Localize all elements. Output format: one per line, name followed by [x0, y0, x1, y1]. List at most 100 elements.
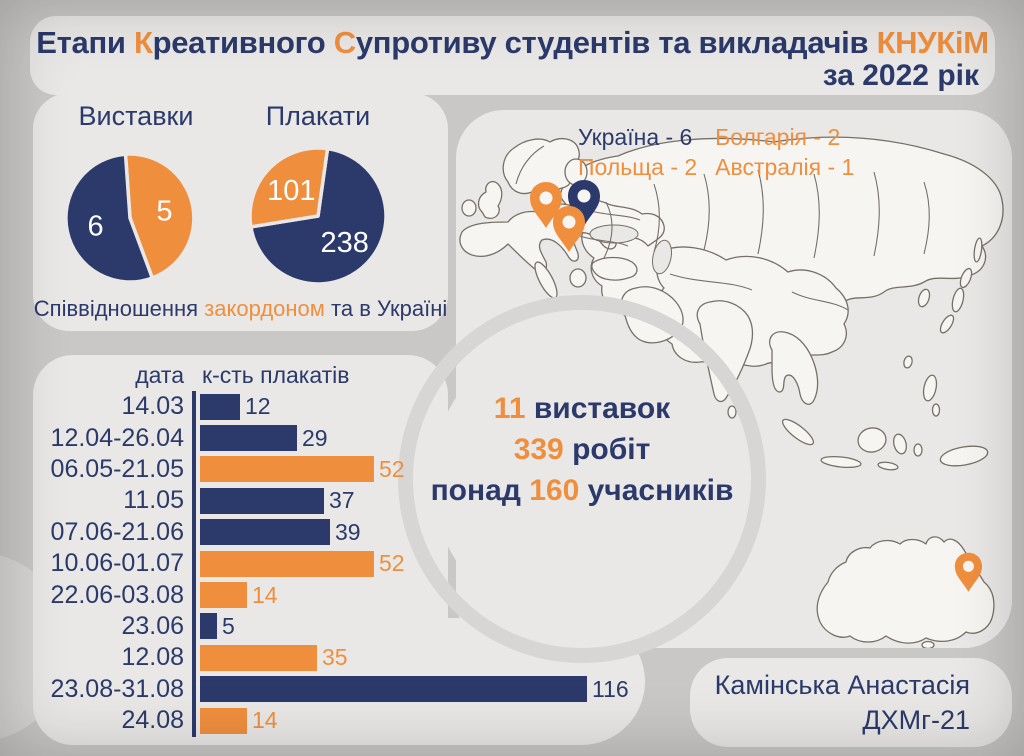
page-title: Етапи Креативного Супротиву студентів та… — [30, 25, 995, 61]
bar — [200, 613, 217, 640]
bar — [200, 707, 247, 734]
stats-summary: 11 виставок 339 робіт понад 160 учасників — [402, 392, 762, 508]
text-segment: робіт — [563, 433, 651, 466]
bar — [200, 519, 330, 546]
bar-value-label: 14 — [252, 581, 278, 608]
map-new-guinea — [939, 445, 989, 467]
map-border-line — [703, 173, 710, 251]
bar-date-label: 14.03 — [121, 392, 184, 421]
map-philippines-1 — [922, 374, 938, 402]
pie-slice — [64, 152, 155, 284]
bar-header-count: к-сть плакатів — [202, 362, 350, 388]
stats-line-0: 11 виставок — [494, 392, 670, 426]
legend-item-1: Болгарія - 2 — [715, 124, 841, 150]
bar-row: 22.06-03.08 14 — [40, 579, 629, 610]
bar-date-label: 06.05-21.05 — [50, 454, 184, 483]
text-segment: та в Україні — [324, 296, 448, 321]
text-segment: Співвідношення — [33, 296, 205, 321]
pie-caption: Співвідношення закордоном та в Україні — [33, 296, 448, 322]
bar-row: 14.03 12 — [40, 391, 629, 422]
text-segment: КНУКіМ — [876, 25, 989, 60]
bar-value-label: 116 — [592, 675, 629, 702]
map-moluccas — [913, 443, 923, 457]
bar-row: 23.06 5 — [40, 611, 629, 642]
credit-card: Камінська Анастасія ДХМг-21 — [690, 658, 1012, 747]
bar-date-label: 07.06-21.06 — [50, 517, 184, 546]
pie-slice-value: 238 — [321, 227, 369, 259]
page-subtitle: за 2022 рік — [822, 59, 979, 92]
bar-value-label: 14 — [252, 707, 278, 734]
pie-slice-value: 5 — [156, 196, 172, 228]
bar-value-label: 12 — [245, 393, 271, 420]
bar-row: 23.08-31.08 116 — [40, 674, 629, 705]
bar-value-label: 5 — [222, 612, 235, 639]
map-japan-3 — [939, 314, 955, 334]
bar-date-label: 11.05 — [123, 486, 184, 515]
text-segment: виставок — [525, 392, 671, 425]
map-border-line — [669, 273, 753, 291]
bar — [200, 582, 247, 609]
bar-chart-header: дата к-сть плакатів — [40, 362, 350, 389]
bar — [200, 393, 240, 420]
bar-row: 12.04-26.04 29 — [40, 422, 629, 453]
pie-title-posters: Плакати — [265, 101, 371, 131]
bar — [200, 487, 324, 514]
bar — [200, 425, 297, 452]
bar-value-label: 29 — [302, 424, 328, 451]
map-greece — [569, 268, 587, 288]
stats-line-2: понад 160 учасників — [431, 474, 734, 508]
text-segment: 339 — [513, 433, 564, 466]
map-border-line — [813, 173, 820, 259]
map-tasmania — [921, 640, 935, 648]
bar-row: 10.06-01.07 52 — [40, 548, 629, 579]
stats-circle — [432, 329, 732, 629]
map-java — [820, 455, 862, 469]
pie-slice — [248, 146, 330, 229]
text-segment: 160 — [529, 474, 580, 507]
map-australia — [816, 536, 995, 644]
bar — [200, 644, 317, 671]
map-sumatra — [781, 418, 815, 446]
map-border-line — [791, 291, 849, 311]
map-japan-1 — [959, 267, 973, 289]
bar-date-label: 23.08-31.08 — [50, 674, 184, 703]
bar-row: 06.05-21.05 52 — [40, 454, 629, 485]
title-bar: Етапи Креативного Супротиву студентів та… — [30, 16, 995, 95]
text-segment: упротиву студентів та викладачів — [355, 25, 877, 60]
pie-slice-value: 101 — [267, 175, 315, 207]
bar-value-label: 39 — [335, 518, 361, 545]
map-philippines-2 — [931, 403, 941, 417]
bar-date-label: 12.04-26.04 — [50, 423, 184, 452]
bar-header-date: дата — [135, 362, 184, 388]
bar-value-label: 37 — [329, 487, 355, 514]
bar-date-label: 10.06-01.07 — [50, 549, 184, 578]
pie-title-exhibitions: Виставки — [78, 101, 194, 131]
map-ireland — [461, 199, 477, 217]
map-sakhalin — [973, 237, 983, 263]
bar-row: 07.06-21.06 39 — [40, 517, 629, 548]
bar — [200, 456, 374, 483]
author-group: ДХМг-21 — [862, 705, 970, 735]
bar-date-label: 23.06 — [121, 611, 184, 640]
bar-value-label: 52 — [379, 455, 405, 482]
map-border-line — [515, 145, 545, 185]
bar-chart-axis — [192, 391, 196, 737]
bar-row: 11.05 37 — [40, 485, 629, 516]
legend-item-2: Польща - 2 — [578, 154, 698, 180]
bar-chart-rows: 14.03 12 12.04-26.04 29 06.05-21.05 52 11.05 37… — [40, 391, 629, 736]
bar-value-label: 35 — [322, 644, 348, 671]
text-segment: Етапи — [36, 25, 134, 60]
map-black-sea — [589, 224, 639, 244]
map-pin-icon-Болгарія — [553, 206, 585, 252]
text-segment: учасників — [579, 474, 734, 507]
map-border-line — [653, 183, 660, 253]
pie-chart-0: 56 — [64, 152, 196, 284]
stats-line-1: 339 робіт — [514, 433, 651, 467]
map-pin-icon-Польща — [530, 182, 562, 228]
text-segment: 11 — [493, 392, 526, 425]
pie-slice-value: 6 — [88, 210, 104, 242]
legend-item-3: Австралія - 1 — [715, 154, 855, 180]
map-border-line — [757, 169, 764, 255]
bar-value-label: 52 — [379, 550, 405, 577]
map-turkey — [591, 256, 638, 281]
